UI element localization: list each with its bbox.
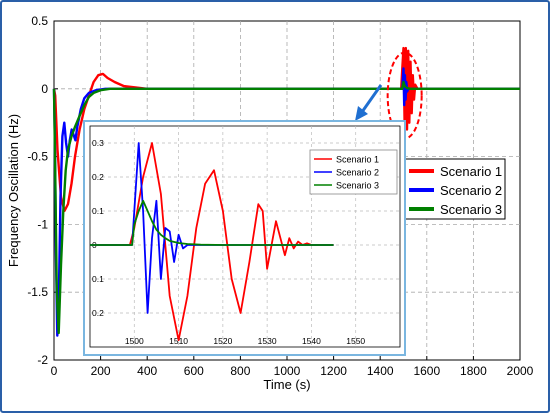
inset-x-tick-label: 1530 [258, 336, 277, 346]
inset-legend-label-scenario-1: Scenario 1 [336, 155, 379, 165]
inset-x-tick-label: 1540 [302, 336, 321, 346]
x-tick-label: 1800 [460, 364, 487, 378]
inset-y-tick-label: 0.1 [92, 206, 104, 216]
y-tick-label: -2 [37, 353, 48, 367]
inset-series-group [90, 142, 334, 342]
inset-y-tick-label: 0.3 [92, 138, 104, 148]
y-tick-label: -0.5 [27, 150, 48, 164]
legend-label-scenario-1: Scenario 1 [440, 164, 502, 179]
y-tick-label: -1.5 [27, 285, 48, 299]
inset-x-tick-label: 1550 [346, 336, 365, 346]
x-tick-label: 400 [137, 364, 157, 378]
x-axis-label: Time (s) [263, 377, 310, 392]
y-tick-label: 0 [41, 82, 48, 96]
x-tick-label: 1400 [367, 364, 394, 378]
main-series-group [52, 46, 520, 337]
x-tick-label: 1600 [413, 364, 440, 378]
x-tick-label: 0 [51, 364, 58, 378]
x-tick-label: 600 [184, 364, 204, 378]
inset-y-tick-label: 0.2 [92, 308, 104, 318]
x-tick-label: 1200 [320, 364, 347, 378]
inset-legend-label-scenario-3: Scenario 3 [336, 181, 379, 191]
inset-legend-label-scenario-2: Scenario 2 [336, 168, 379, 178]
series-line-scenario-3 [52, 80, 520, 335]
x-tick-label: 800 [230, 364, 250, 378]
y-axis-label: Frequency Oscillation (Hz) [6, 114, 21, 267]
zoom-arrow-line [360, 84, 383, 113]
inset-series-line-scenario-2 [90, 142, 334, 314]
legend-label-scenario-3: Scenario 3 [440, 202, 502, 217]
inset-x-tick-label: 1500 [125, 336, 144, 346]
legend-label-scenario-2: Scenario 2 [440, 183, 502, 198]
x-tick-label: 1000 [274, 364, 301, 378]
inset-y-tick-label: 0.1 [92, 274, 104, 284]
zoom-arrow-head [355, 106, 368, 121]
y-tick-label: -1 [37, 217, 48, 231]
x-tick-label: 2000 [507, 364, 534, 378]
x-tick-label: 200 [91, 364, 111, 378]
y-tick-label: 0.5 [31, 14, 48, 28]
inset-x-tick-label: 1520 [213, 336, 232, 346]
series-line-scenario-2 [52, 67, 520, 337]
inset-series-line-scenario-3 [90, 199, 334, 246]
inset-y-tick-label: 0.2 [92, 172, 104, 182]
